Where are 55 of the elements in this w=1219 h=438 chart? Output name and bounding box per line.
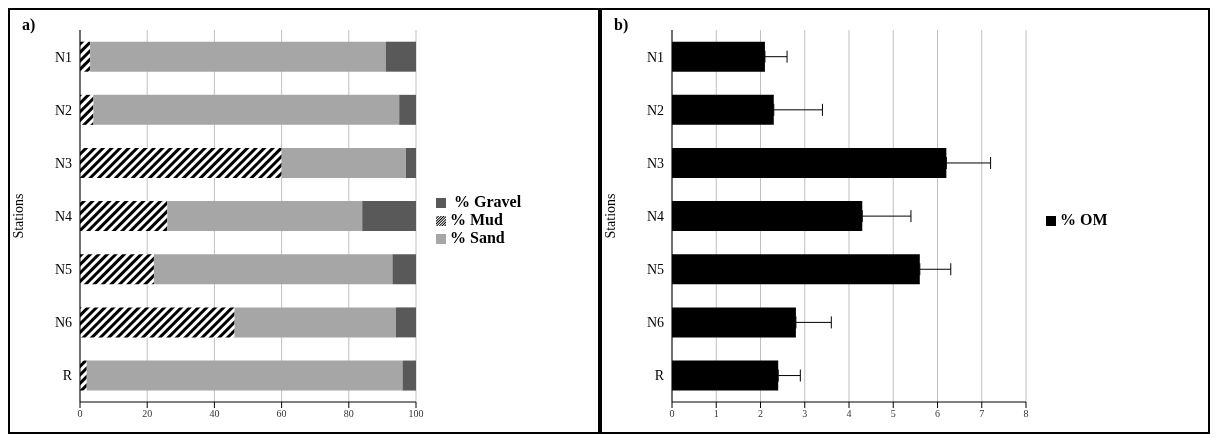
bar xyxy=(234,307,396,338)
bar xyxy=(80,254,154,285)
legend-label: % Sand xyxy=(450,229,505,246)
bar xyxy=(362,201,416,232)
legend-label: % OM xyxy=(1060,211,1108,228)
bar xyxy=(281,147,406,178)
bar xyxy=(86,360,403,391)
y-tick-label: R xyxy=(654,368,665,384)
y-tick-label: R xyxy=(62,368,73,384)
x-tick-label: 6 xyxy=(935,408,940,420)
y-axis-title: Stations xyxy=(10,193,26,239)
x-tick-label: 80 xyxy=(343,408,354,420)
x-tick-label: 0 xyxy=(669,408,675,420)
bar xyxy=(405,147,416,178)
y-tick-label: N1 xyxy=(646,49,664,65)
x-tick-label: 40 xyxy=(209,408,220,420)
y-tick-label: N2 xyxy=(646,102,664,118)
y-tick-label: N3 xyxy=(646,155,664,171)
x-tick-label: 1 xyxy=(713,408,719,420)
bar xyxy=(385,41,416,72)
x-tick-label: 0 xyxy=(77,408,83,420)
bar xyxy=(399,94,416,125)
y-tick-label: N5 xyxy=(646,262,664,278)
y-axis-title: Stations xyxy=(602,193,618,239)
x-tick-label: 8 xyxy=(1023,408,1029,420)
bar xyxy=(153,254,393,285)
bar xyxy=(80,307,235,338)
x-tick-label: 3 xyxy=(802,408,808,420)
y-tick-label: N3 xyxy=(54,155,72,171)
y-tick-label: N2 xyxy=(54,102,72,118)
y-tick-label: N6 xyxy=(54,315,72,331)
y-tick-label: N5 xyxy=(54,262,72,278)
x-tick-label: 60 xyxy=(276,408,287,420)
y-tick-label: N4 xyxy=(646,208,664,224)
bar xyxy=(80,147,282,178)
y-tick-label: N4 xyxy=(54,208,72,224)
legend-label: % Gravel xyxy=(453,193,522,210)
text: b) xyxy=(614,16,629,34)
legend-label: % Mud xyxy=(450,211,503,228)
y-tick-label: N6 xyxy=(646,315,664,331)
y-tick-label: N1 xyxy=(54,49,72,65)
bar xyxy=(80,201,168,232)
bar xyxy=(395,307,416,338)
x-tick-label: 4 xyxy=(846,408,852,420)
x-tick-label: 7 xyxy=(979,408,985,420)
x-tick-label: 100 xyxy=(408,408,424,420)
x-tick-label: 5 xyxy=(890,408,896,420)
x-tick-label: 2 xyxy=(758,408,763,420)
bar xyxy=(167,201,363,232)
bar xyxy=(392,254,416,285)
bar xyxy=(93,94,400,125)
bar xyxy=(90,41,386,72)
text: a) xyxy=(22,16,36,34)
bar xyxy=(402,360,416,391)
x-tick-label: 20 xyxy=(142,408,153,420)
